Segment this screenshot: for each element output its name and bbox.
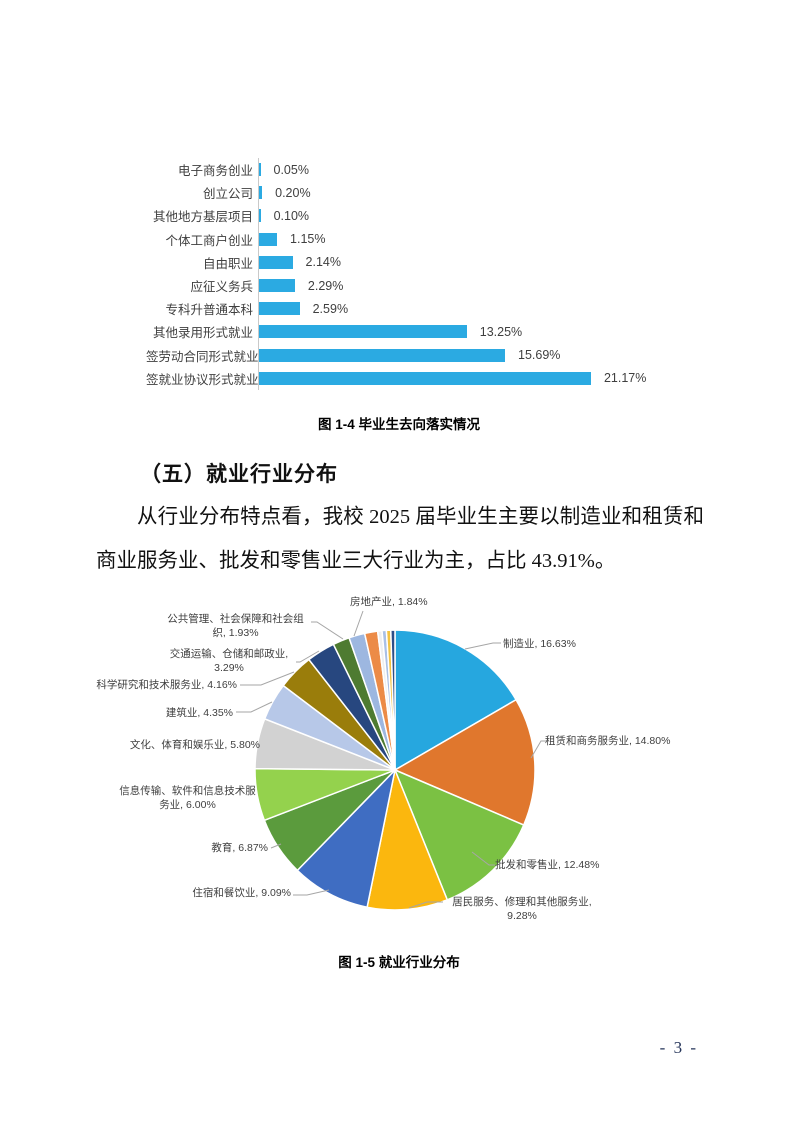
bar-row: 应征义务兵 2.29% — [146, 273, 658, 298]
pie-slice-label: 科学研究和技术服务业, 4.16% — [96, 679, 237, 691]
bar-value-label: 0.05% — [273, 162, 309, 177]
bar-fill — [259, 186, 263, 200]
pie-slice-label: 居民服务、修理和其他服务业, 9.28% — [452, 896, 592, 922]
bar-chart-figure-1-4: 电子商务创业 0.05% 创立公司 0.20% 其他地方基层项目 0.10% 个体工商户创业… — [146, 158, 658, 390]
pie-slice — [390, 629, 396, 771]
bar-fill — [259, 302, 300, 316]
bar-track: 13.25% — [258, 320, 658, 344]
pie-slice-label: 租赁和商务服务业, 14.80% — [545, 735, 671, 747]
bar-row: 电子商务创业 0.05% — [146, 158, 658, 182]
bar-category-label: 创立公司 — [202, 187, 253, 202]
bar-category-label: 专科升普通本科 — [165, 303, 253, 318]
bar-row: 其他地方基层项目 0.10% — [146, 204, 658, 228]
bar-category-label: 自由职业 — [202, 256, 253, 271]
bar-row: 其他录用形式就业 13.25% — [146, 320, 658, 344]
figure-1-5-caption: 图 1-5 就业行业分布 — [338, 955, 460, 970]
bar-value-label: 0.20% — [275, 185, 311, 200]
bar-category-label: 其他录用形式就业 — [152, 326, 253, 341]
bar-value-label: 15.69% — [518, 348, 561, 363]
bar-value-label: 1.15% — [290, 232, 326, 247]
bar-value-label: 2.14% — [305, 255, 341, 270]
bar-fill — [259, 371, 591, 385]
bar-category-label: 签劳动合同形式就业 — [146, 349, 259, 364]
pie-svg — [236, 610, 547, 911]
pie-slice — [394, 629, 518, 772]
bar-value-label: 2.59% — [312, 301, 349, 316]
bar-track: 15.69% — [258, 343, 658, 367]
pie-slice — [296, 767, 397, 909]
bar-value-label: 21.17% — [603, 371, 647, 386]
bar-row: 个体工商户创业 1.15% — [146, 227, 658, 251]
pie-slice-label: 建筑业, 4.35% — [165, 707, 233, 719]
bar-track: 21.17% — [258, 366, 658, 390]
bar-fill — [259, 325, 467, 339]
pie-leader-line — [530, 740, 547, 759]
pie-leader-line — [464, 642, 501, 650]
bar-category-label: 其他地方基层项目 — [152, 210, 253, 225]
pie-leader-line — [240, 671, 295, 686]
pie-leader-line — [353, 610, 364, 637]
section-heading: （五）就业行业分布 — [140, 462, 338, 486]
bar-fill — [259, 209, 261, 223]
pie-leader-line — [293, 889, 330, 896]
bar-row: 签就业协议形式就业 21.17% — [146, 366, 658, 390]
bar-row: 签劳动合同形式就业 15.69% — [146, 343, 658, 367]
pie-slice-label: 制造业, 16.63% — [503, 638, 576, 650]
bar-track: 1.15% — [258, 227, 658, 251]
pie-slice-label: 公共管理、社会保障和社会组织, 1.93% — [167, 613, 304, 639]
bar-value-label: 2.29% — [307, 278, 344, 293]
bar-fill — [259, 255, 293, 269]
pie-leader-line — [311, 621, 344, 640]
bar-fill — [259, 279, 295, 293]
bar-track: 0.10% — [258, 204, 658, 228]
bar-category-label: 电子商务创业 — [177, 164, 253, 179]
bar-track: 2.59% — [258, 297, 658, 321]
bar-value-label: 0.10% — [273, 208, 310, 223]
figure-1-4-caption: 图 1-4 毕业生去向落实情况 — [317, 417, 480, 432]
pie-slice-label: 房地产业, 1.84% — [350, 596, 428, 608]
pie-leader-line — [408, 901, 443, 909]
pie-slice — [366, 767, 449, 911]
bar-category-label: 签就业协议形式就业 — [146, 372, 259, 387]
pie-slice-label: 住宿和餐饮业, 9.09% — [192, 887, 291, 899]
bar-row: 专科升普通本科 2.59% — [146, 297, 658, 321]
bar-row: 创立公司 0.20% — [146, 181, 658, 205]
pie-slice — [393, 698, 536, 827]
bar-value-label: 13.25% — [479, 324, 523, 339]
bar-row: 自由职业 2.14% — [146, 250, 658, 274]
bar-fill — [259, 348, 506, 362]
pie-slice-label: 文化、体育和娱乐业, 5.80% — [129, 739, 260, 751]
bar-fill — [259, 163, 261, 177]
page-number: - 3 - — [659, 1038, 698, 1057]
pie-chart-figure-1-5: 制造业, 16.63% 租赁和商务服务业, 14.80% 批发和零售业, 12.48… — [95, 592, 705, 942]
pie-slice-label: 教育, 6.87% — [211, 842, 268, 854]
bar-track: 2.29% — [258, 273, 658, 298]
pie-leader-line — [236, 701, 273, 713]
bar-category-label: 应征义务兵 — [190, 280, 253, 295]
bar-category-label: 个体工商户创业 — [165, 233, 253, 248]
bar-track: 2.14% — [258, 250, 658, 274]
bar-track: 0.05% — [258, 158, 658, 182]
pie-slice — [393, 768, 525, 901]
body-paragraph: 从行业分布特点看，我校 2025 届毕业生主要以制造业和租赁和商业服务业、批发和… — [96, 506, 704, 572]
pie-leader-line — [471, 851, 495, 866]
pie-slice-label: 信息传输、软件和信息技术服务业, 6.00% — [119, 785, 256, 811]
pie-leader-line — [270, 843, 282, 849]
pie-slice-label: 批发和零售业, 12.48% — [495, 859, 600, 871]
pie-leader-line — [296, 650, 320, 663]
pie-slice-label: 交通运输、仓储和邮政业, 3.29% — [169, 648, 289, 674]
bar-fill — [259, 232, 278, 246]
bar-track: 0.20% — [258, 181, 658, 205]
